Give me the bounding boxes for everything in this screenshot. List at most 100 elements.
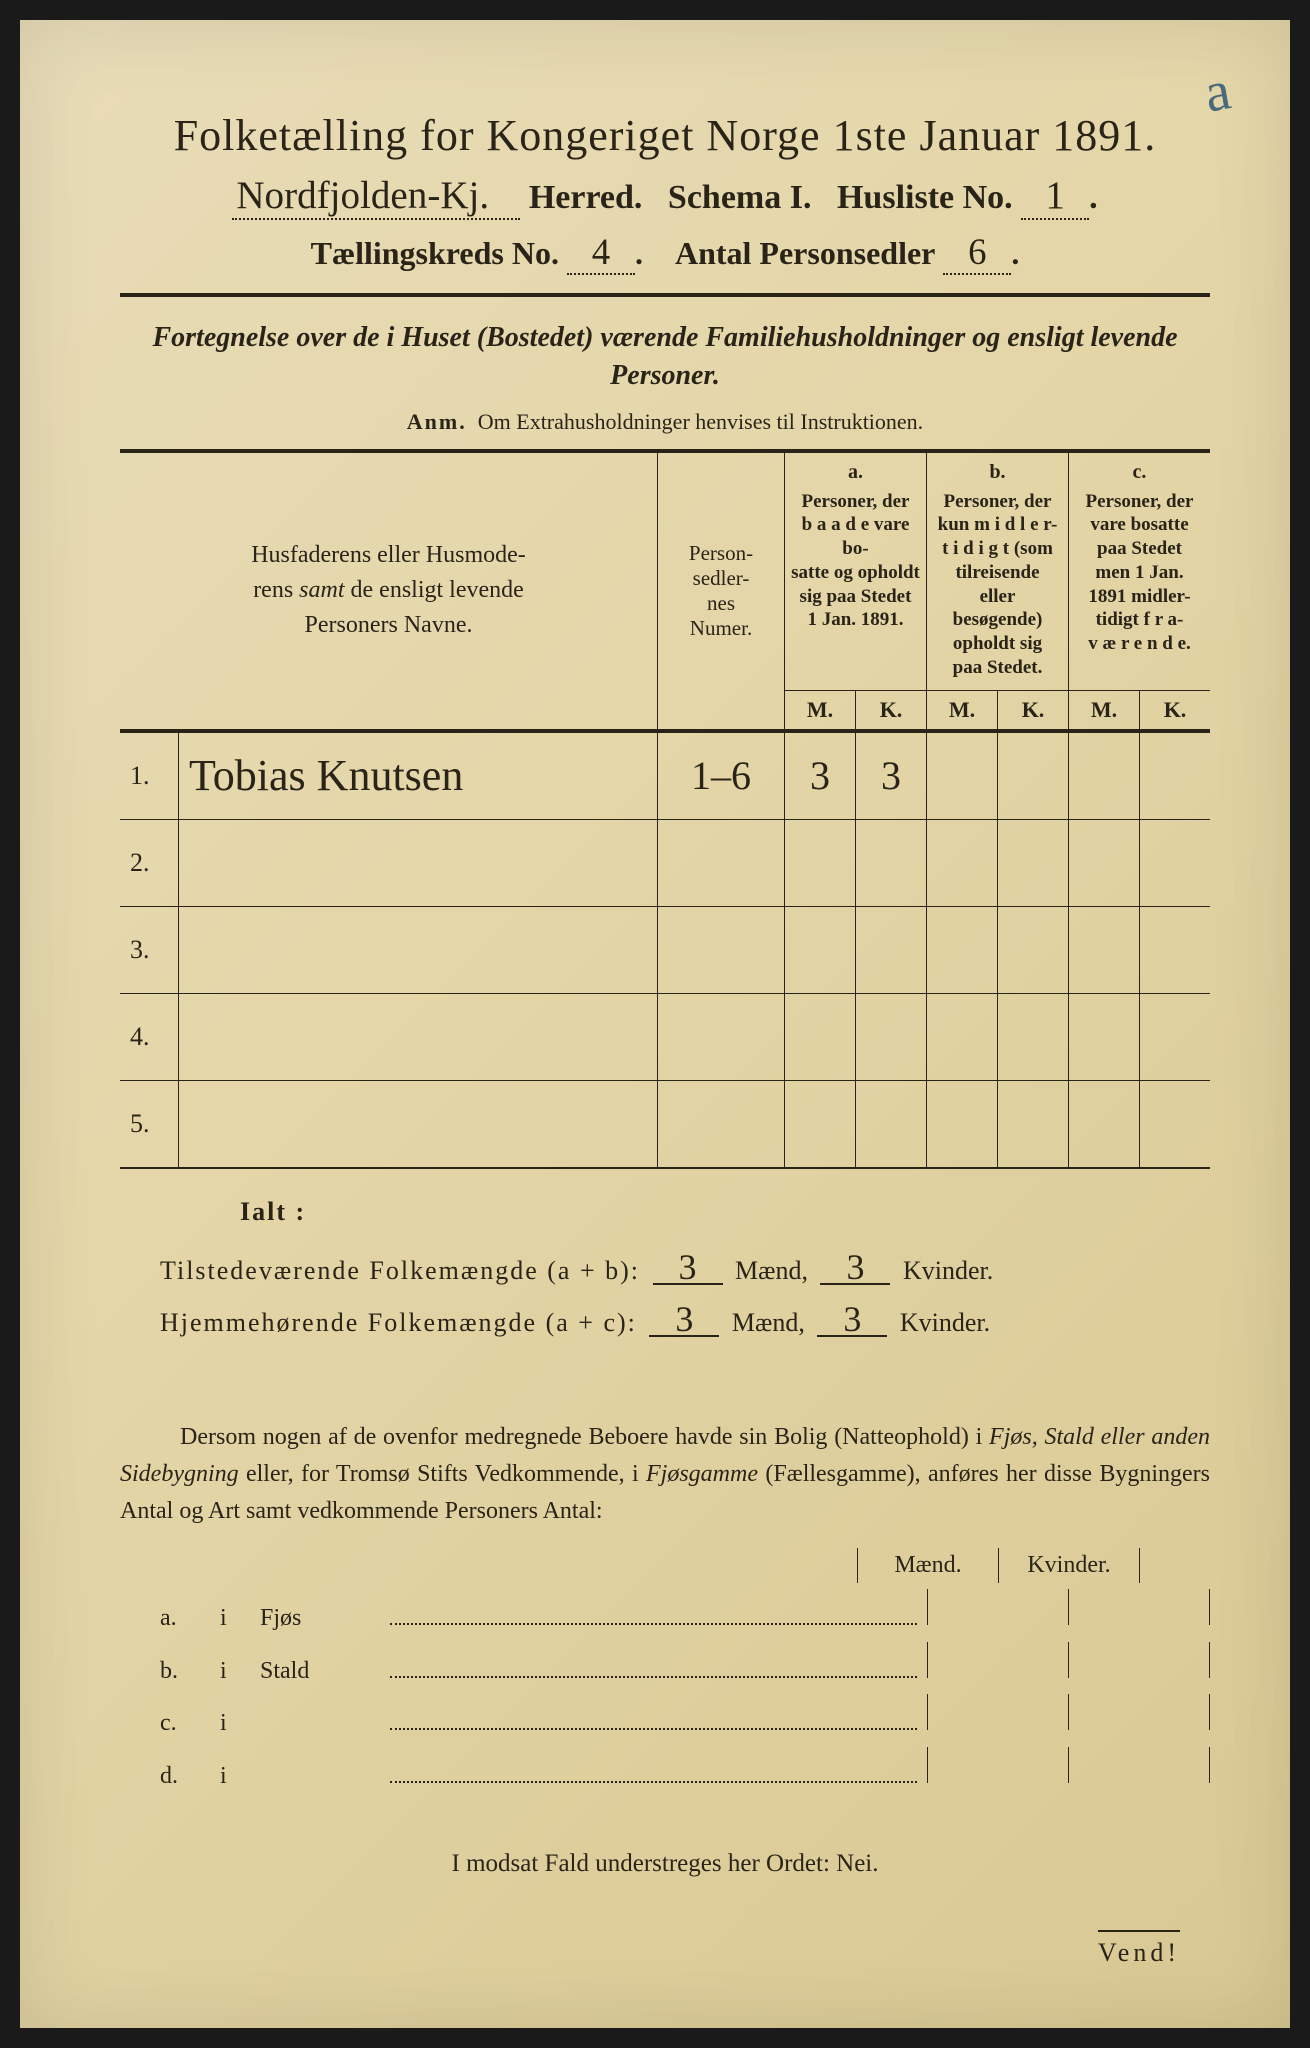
sum2-label: Hjemmehørende Folkemængde (a + c):	[160, 1308, 637, 1337]
row-name	[179, 819, 658, 906]
abcd-i: i	[220, 1701, 260, 1747]
row-numer	[658, 993, 785, 1080]
row-numer	[658, 906, 785, 993]
abcd-col-k	[1068, 1694, 1210, 1730]
maend-label: Mænd,	[735, 1256, 808, 1285]
sum2-k: 3	[817, 1303, 887, 1337]
sum2-m: 3	[649, 1303, 719, 1337]
col-numer-header: Person-sedler-nesNumer.	[658, 451, 785, 731]
abcd-i: i	[220, 1596, 260, 1642]
kvinder-label: Kvinder.	[900, 1308, 990, 1337]
row-a-k	[856, 993, 927, 1080]
sum1-k: 3	[820, 1251, 890, 1285]
row-b-k	[998, 819, 1069, 906]
antal-label: Antal Personsedler	[675, 235, 935, 271]
row-c-m	[1069, 819, 1140, 906]
abcd-label: Stald	[260, 1649, 390, 1695]
modsat-line: I modsat Fald understreges her Ordet: Ne…	[120, 1850, 1210, 1878]
row-a-m	[785, 906, 856, 993]
row-a-k: 3	[856, 731, 927, 820]
herred-label: Herred.	[529, 179, 643, 216]
row-b-m	[927, 819, 998, 906]
ialt-label: Ialt :	[240, 1197, 1210, 1227]
abcd-key: b.	[160, 1649, 220, 1695]
sum1-label: Tilstedeværende Folkemængde (a + b):	[160, 1256, 640, 1285]
row-number: 3.	[120, 906, 179, 993]
row-numer: 1–6	[658, 731, 785, 820]
row-numer	[658, 1080, 785, 1168]
table-row: 2.	[120, 819, 1210, 906]
row-b-m	[927, 1080, 998, 1168]
row-number: 5.	[120, 1080, 179, 1168]
abcd-col-k	[1068, 1589, 1210, 1625]
row-a-m	[785, 993, 856, 1080]
row-c-m	[1069, 906, 1140, 993]
abcd-col-m	[927, 1589, 1068, 1625]
row-number: 1.	[120, 731, 179, 820]
abcd-col-m	[927, 1642, 1068, 1678]
row-a-m: 3	[785, 731, 856, 820]
row-c-m	[1069, 993, 1140, 1080]
row-a-m	[785, 1080, 856, 1168]
table-row: 3.	[120, 906, 1210, 993]
husliste-label: Husliste No.	[837, 179, 1013, 216]
header-line-2: Nordfjolden-Kj. Herred. Schema I. Huslis…	[120, 173, 1210, 220]
row-b-m	[927, 993, 998, 1080]
row-b-m	[927, 906, 998, 993]
col-c-label: c.	[1069, 451, 1211, 486]
row-b-k	[998, 993, 1069, 1080]
row-number: 4.	[120, 993, 179, 1080]
anm-note: Anm. Om Extrahusholdninger henvises til …	[120, 409, 1210, 435]
table-row: 5.	[120, 1080, 1210, 1168]
sums-block: Tilstedeværende Folkemængde (a + b): 3 M…	[160, 1245, 1210, 1349]
row-b-k	[998, 906, 1069, 993]
census-form-page: a Folketælling for Kongeriget Norge 1ste…	[20, 20, 1290, 2028]
main-title: Folketælling for Kongeriget Norge 1ste J…	[120, 110, 1210, 161]
row-b-m	[927, 731, 998, 820]
col-c-desc: Personer, dervare bosattepaa Stedetmen 1…	[1069, 486, 1211, 691]
abcd-label: Fjøs	[260, 1596, 390, 1642]
col-b-desc: Personer, derkun m i d l e r-t i d i g t…	[927, 486, 1069, 691]
col-b-m: M.	[927, 690, 998, 731]
abcd-key: a.	[160, 1596, 220, 1642]
abcd-row: a. i Fjøs	[160, 1589, 1210, 1642]
row-a-m	[785, 819, 856, 906]
row-name	[179, 993, 658, 1080]
row-a-k	[856, 906, 927, 993]
anm-label: Anm.	[407, 409, 467, 434]
col-b-k: K.	[998, 690, 1069, 731]
row-c-k	[1140, 906, 1211, 993]
abcd-col-k	[1068, 1642, 1210, 1678]
abcd-col-m	[927, 1694, 1068, 1730]
abcd-col-m	[927, 1747, 1068, 1783]
row-c-m	[1069, 731, 1140, 820]
husliste-value: 1	[1021, 173, 1089, 220]
col-names-header: Husfaderens eller Husmode-rens samt de e…	[120, 451, 658, 731]
abcd-list: a. i Fjøs b. i Stald c. i d. i	[160, 1589, 1210, 1799]
col-a-k: K.	[856, 690, 927, 731]
table-row: 4.	[120, 993, 1210, 1080]
antal-value: 6	[943, 230, 1011, 275]
abcd-row: c. i	[160, 1694, 1210, 1747]
abcd-key: c.	[160, 1701, 220, 1747]
vend-label: Vend!	[120, 1938, 1210, 1968]
dwelling-paragraph: Dersom nogen af de ovenfor medregnede Be…	[120, 1419, 1210, 1531]
row-b-k	[998, 1080, 1069, 1168]
row-c-k	[1140, 1080, 1211, 1168]
col-b-label: b.	[927, 451, 1069, 486]
dotted-line	[390, 1707, 917, 1731]
maend-label: Mænd,	[732, 1308, 805, 1337]
mk-m: Mænd.	[857, 1548, 998, 1583]
row-b-k	[998, 731, 1069, 820]
col-c-m: M.	[1069, 690, 1140, 731]
row-numer	[658, 819, 785, 906]
row-name	[179, 906, 658, 993]
dotted-line	[390, 1759, 917, 1783]
col-a-m: M.	[785, 690, 856, 731]
row-name	[179, 1080, 658, 1168]
col-c-k: K.	[1140, 690, 1211, 731]
abcd-key: d.	[160, 1754, 220, 1800]
row-c-m	[1069, 1080, 1140, 1168]
row-c-k	[1140, 819, 1211, 906]
row-number: 2.	[120, 819, 179, 906]
